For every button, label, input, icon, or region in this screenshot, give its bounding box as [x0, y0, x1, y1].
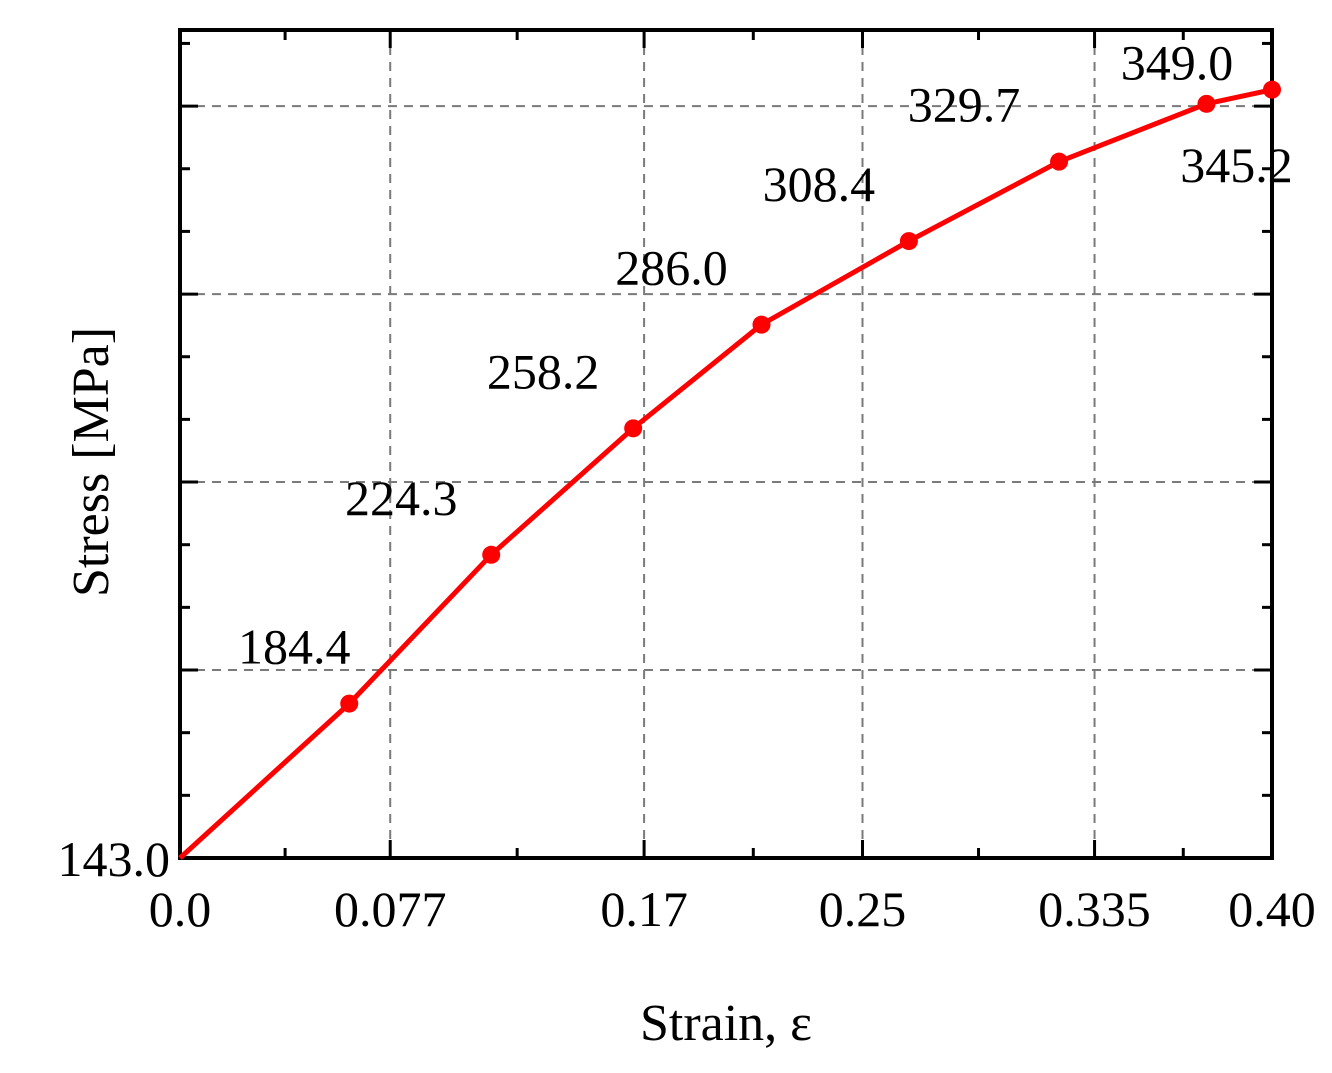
- series-line: [178, 87, 1273, 860]
- axis-ticks: [178, 30, 1274, 860]
- data-point: [899, 232, 918, 251]
- y-tick-label: 143.0: [58, 831, 171, 887]
- data-label: 345.2: [1180, 137, 1293, 193]
- data-point: [1263, 80, 1281, 99]
- x-axis-label: Strain, ε: [640, 995, 812, 1052]
- x-tick-label: 0.077: [334, 881, 447, 937]
- series-layer: [178, 80, 1281, 860]
- data-label: 224.3: [345, 470, 458, 526]
- data-point: [1050, 152, 1069, 171]
- grid-lines: [180, 30, 1272, 858]
- x-tick-label: 0.17: [600, 881, 688, 937]
- data-point: [340, 694, 359, 713]
- data-point: [624, 419, 643, 438]
- data-label: 349.0: [1121, 35, 1234, 91]
- data-point: [482, 545, 501, 564]
- y-axis-label: Stress [MPa]: [63, 327, 120, 597]
- data-point: [752, 315, 771, 334]
- labels-layer: 184.4 224.3 258.2 286.0 308.4 329.7 345.2 349.0: [238, 35, 1293, 675]
- plot-frame: [178, 28, 1274, 860]
- data-label: 286.0: [615, 240, 728, 296]
- data-label: 329.7: [908, 77, 1021, 133]
- x-tick-label: 0.40: [1228, 881, 1316, 937]
- data-point: [1197, 94, 1216, 113]
- data-label: 308.4: [763, 156, 876, 212]
- tick-labels: 0.0 0.077 0.17 0.25 0.335 0.40 143.0: [58, 831, 1316, 937]
- data-label: 184.4: [238, 619, 351, 675]
- x-tick-label: 0.335: [1038, 881, 1151, 937]
- data-label: 258.2: [487, 343, 600, 399]
- x-tick-label: 0.25: [819, 881, 907, 937]
- x-tick-label: 0.0: [149, 881, 212, 937]
